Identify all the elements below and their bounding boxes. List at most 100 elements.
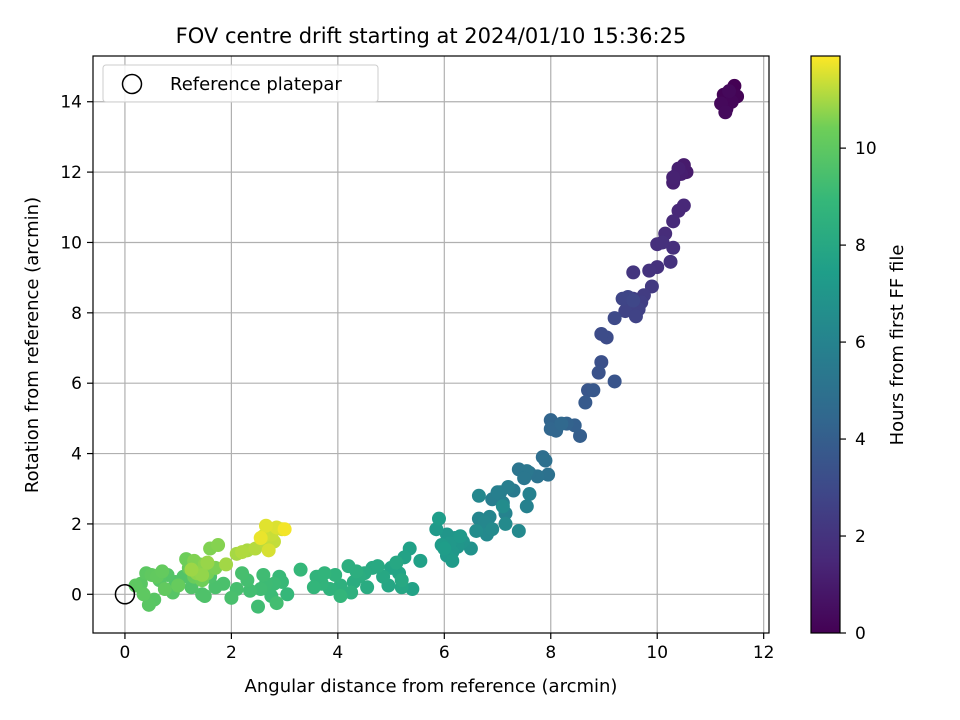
data-point [615, 291, 630, 306]
data-point [184, 562, 199, 577]
x-tick-label: 6 [439, 643, 450, 663]
data-point [219, 557, 234, 572]
data-point [235, 545, 250, 560]
data-point [333, 578, 348, 593]
y-tick-label: 14 [60, 93, 82, 113]
colorbar-tick-label: 0 [855, 624, 866, 644]
data-point [243, 583, 258, 598]
data-point [376, 569, 391, 584]
data-point [511, 523, 526, 538]
x-tick-label: 0 [120, 643, 131, 663]
data-points [128, 78, 745, 614]
data-point [663, 254, 678, 269]
colorbar-tick-label: 10 [855, 139, 877, 159]
reference-point-marker [114, 584, 136, 605]
x-axis-label: Angular distance from reference (arcmin) [245, 676, 618, 697]
colorbar-tick-label: 6 [855, 333, 866, 353]
data-point [655, 235, 670, 250]
data-point [157, 582, 172, 597]
data-point [208, 580, 223, 595]
data-point [184, 580, 199, 595]
data-point [258, 518, 273, 533]
data-point [251, 599, 266, 614]
data-point [171, 578, 186, 593]
data-point [413, 553, 428, 568]
data-point [224, 590, 239, 605]
data-point [394, 573, 409, 588]
data-point [349, 564, 364, 579]
data-point [666, 214, 681, 229]
data-point [253, 582, 268, 597]
data-point [437, 541, 452, 556]
plot-frame [92, 55, 770, 634]
data-point [155, 564, 170, 579]
data-point [269, 596, 284, 611]
data-point [666, 240, 681, 255]
data-point [306, 580, 321, 595]
legend-box [102, 64, 379, 103]
data-point [277, 522, 292, 537]
colorbar-tick-label: 8 [855, 236, 866, 256]
data-point [498, 516, 513, 531]
x-tick-label: 8 [545, 643, 556, 663]
x-tick-label: 4 [332, 643, 343, 663]
colorbar-ticks: 0 2 4 6 8 10 [840, 139, 877, 644]
y-tick-label: 10 [60, 233, 82, 253]
data-point [136, 587, 151, 602]
data-point [141, 597, 156, 612]
data-point [471, 488, 486, 503]
data-point [628, 309, 643, 324]
data-point [389, 555, 404, 570]
data-point [490, 485, 505, 500]
data-point [519, 499, 534, 514]
data-point [293, 562, 308, 577]
data-point [235, 566, 250, 581]
y-tick-label: 4 [71, 445, 82, 465]
data-point [344, 585, 359, 600]
data-point [671, 203, 686, 218]
data-point [607, 374, 622, 389]
x-tick-label: 12 [753, 643, 775, 663]
colorbar-tick-label: 4 [855, 430, 866, 450]
data-point [429, 522, 444, 537]
data-point [541, 467, 556, 482]
data-point [370, 559, 385, 574]
data-point [501, 479, 516, 494]
colorbar-tick-label: 2 [855, 527, 866, 547]
data-point [618, 304, 633, 319]
data-point [538, 453, 553, 468]
data-point [453, 529, 468, 544]
y-tick-label: 2 [71, 515, 82, 535]
data-point [517, 471, 532, 486]
y-axis-ticks: 0 2 4 6 8 10 12 14 [60, 93, 93, 605]
y-tick-label: 8 [71, 304, 82, 324]
data-point [591, 365, 606, 380]
legend-entry-reference-platepar: Reference platepar [170, 74, 342, 95]
data-point [594, 355, 609, 370]
colorbar [810, 55, 841, 634]
data-point [594, 326, 609, 341]
data-point [469, 523, 484, 538]
y-axis-label: Rotation from reference (arcmin) [22, 197, 43, 493]
data-point [642, 263, 657, 278]
data-point [607, 311, 622, 326]
data-point [197, 589, 212, 604]
data-point [522, 487, 537, 502]
data-point [626, 265, 641, 280]
data-point [360, 580, 375, 595]
data-point [253, 531, 268, 546]
data-point [578, 395, 593, 410]
data-point [346, 574, 361, 589]
data-point [554, 416, 569, 431]
data-point [211, 538, 226, 553]
legend: Reference platepar [102, 64, 379, 103]
x-tick-label: 2 [226, 643, 237, 663]
data-point [256, 567, 271, 582]
data-point [317, 566, 332, 581]
data-point [200, 555, 215, 570]
data-point [333, 589, 348, 604]
data-point [495, 499, 510, 514]
data-point [722, 84, 737, 99]
legend-marker [121, 73, 143, 95]
data-point [195, 567, 210, 582]
